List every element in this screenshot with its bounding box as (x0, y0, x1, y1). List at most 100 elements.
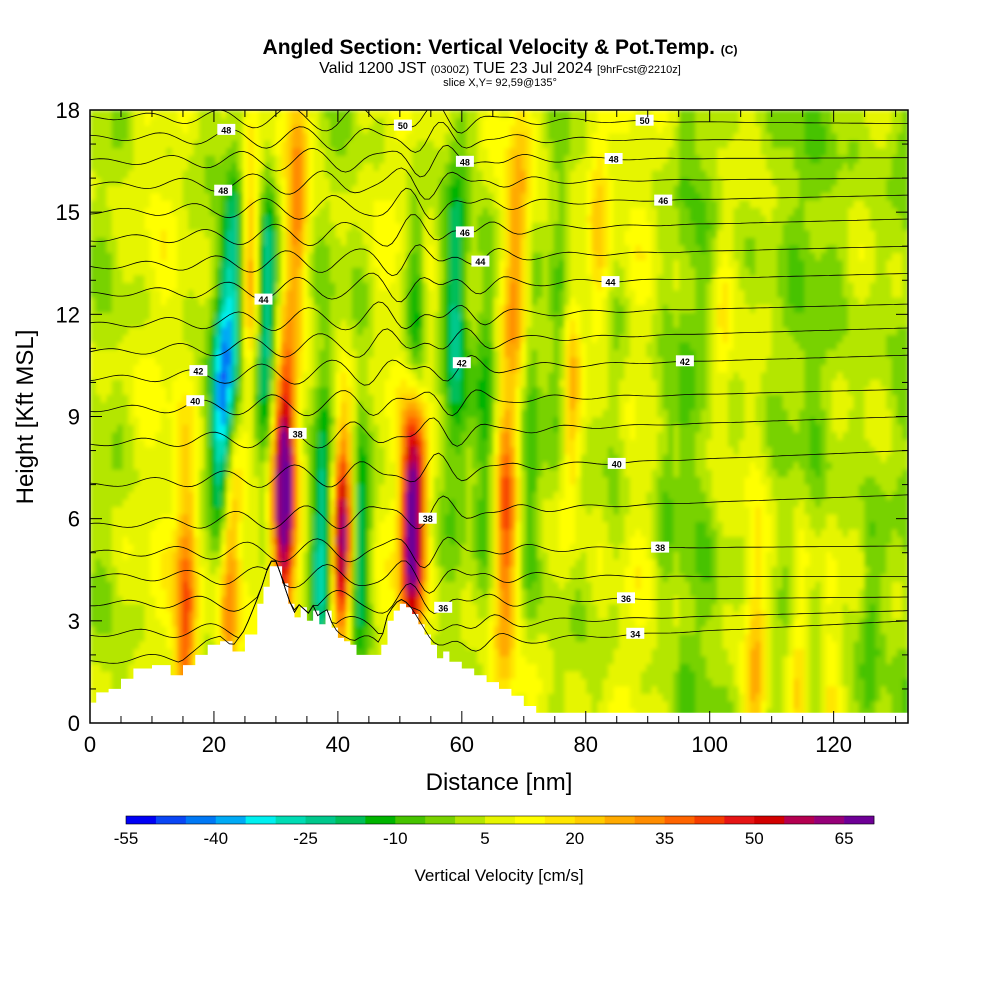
valid-date: TUE 23 Jul 2024 (473, 60, 593, 77)
isentrope-label: 40 (190, 397, 200, 407)
colorbar-swatch (455, 816, 486, 824)
isentrope-label: 44 (605, 278, 615, 288)
colorbar-tick-label: -55 (114, 829, 139, 848)
isentrope-label-box (626, 627, 645, 639)
colorbar-tick-label: 50 (745, 829, 764, 848)
colorbar-border (125, 815, 875, 825)
isentrope-label-box (288, 427, 307, 439)
colorbar-swatch (814, 816, 845, 824)
terrain (90, 566, 908, 723)
isentrope-47 (90, 244, 908, 277)
isentrope-label-box (452, 357, 471, 369)
isentrope-label-box (455, 155, 474, 167)
chart-title: Angled Section: Vertical Velocity & Pot.… (0, 36, 1000, 60)
isentrope-46 (90, 272, 908, 303)
x-tick-label: 0 (84, 732, 96, 757)
x-axis-label: Distance [nm] (426, 769, 573, 796)
isentrope-label-box (651, 541, 670, 553)
colorbar-swatch (155, 816, 187, 824)
isentrope-39 (90, 494, 908, 530)
isentrope-label-box (455, 226, 474, 238)
isentrope-label: 50 (640, 116, 650, 126)
isentrope-label: 50 (398, 121, 408, 131)
colorbar-tick-label: -10 (383, 829, 408, 848)
valid-zulu: (0300Z) (430, 64, 470, 76)
isentrope-37 (90, 560, 908, 594)
colorbar: -55 -40 -25 -10 5 20 35 50 65 (114, 815, 875, 848)
y-tick-label: 18 (56, 98, 80, 123)
colorbar-swatch (425, 816, 456, 824)
isentrope-40 (90, 450, 908, 488)
isentrope-label: 40 (612, 459, 622, 469)
isentrope-label: 48 (218, 186, 228, 196)
colorbar-tick-label: 20 (565, 829, 584, 848)
isentrope-label-box (604, 153, 623, 164)
isentrope-36 (90, 560, 908, 614)
isentrope-label: 42 (457, 359, 467, 369)
forecast-info: [9hrFcst@2210z] (596, 64, 681, 76)
colorbar-swatch (664, 816, 695, 824)
colorbar-label: Vertical Velocity [cm/s] (414, 866, 583, 885)
x-tick-label: 100 (691, 732, 728, 757)
y-tick-label: 9 (68, 405, 80, 430)
colorbar-swatch (754, 816, 785, 824)
isentrope-38 (90, 536, 908, 569)
chart-title-unit: (C) (720, 43, 738, 57)
colorbar-tick-label: -25 (293, 829, 318, 848)
isentrope-label: 46 (658, 196, 668, 206)
isentrope-label-box (471, 255, 490, 267)
isentrope-label-box (635, 114, 654, 126)
isentrope-label-box (654, 194, 673, 206)
colorbar-swatch (245, 816, 276, 824)
colorbar-tick-label: 35 (655, 829, 674, 848)
terrain-mask (90, 566, 908, 723)
colorbar-swatch (305, 816, 336, 824)
isentrope-label: 44 (258, 295, 268, 305)
x-axis: 0 20 40 60 80 100 120 (84, 110, 897, 757)
isentrope-label-box (434, 601, 453, 613)
chart-subtitle: Valid 1200 JST (0300Z) TUE 23 Jul 2024 [… (0, 60, 1000, 78)
isentrope-label: 36 (438, 603, 448, 613)
x-tick-label: 20 (202, 732, 226, 757)
isentrope-label-box (217, 123, 236, 135)
isentrope-35 (90, 560, 908, 639)
y-tick-label: 15 (56, 200, 80, 225)
colorbar-swatch (844, 816, 875, 824)
colorbar-swatch (395, 816, 426, 824)
potential-temperature-contours: 34 36 36 38 38 40 38 40 42 42 42 44 44 44 46 46 48 48 48 48… (90, 110, 908, 664)
slice-info: slice X,Y= 92,59@135° (443, 77, 557, 89)
isentrope-label-box (393, 119, 412, 131)
isentrope-label-box (186, 395, 205, 407)
isentrope-34 (90, 560, 908, 664)
isentrope-label-box (189, 365, 208, 377)
isentrope-label-box (617, 592, 635, 604)
isentrope-44 (90, 327, 908, 358)
y-axis-label: Height [Kft MSL] (12, 330, 39, 505)
isentrope-label: 38 (293, 429, 303, 439)
colorbar-tick-label: 65 (835, 829, 854, 848)
isentrope-label: 48 (221, 125, 231, 135)
isentrope-label: 48 (609, 155, 619, 165)
colorbar-swatch (514, 816, 546, 824)
colorbar-swatch (634, 816, 665, 824)
colorbar-swatch (784, 816, 815, 824)
isentrope-label-box (254, 293, 273, 305)
colorbar-swatch (185, 816, 217, 824)
y-tick-label: 12 (56, 302, 80, 327)
isentrope-label: 38 (423, 514, 433, 524)
isentrope-label: 44 (475, 257, 485, 267)
isentrope-43 (90, 354, 908, 386)
x-tick-label: 60 (450, 732, 474, 757)
colorbar-swatch (335, 816, 366, 824)
colorbar-swatch (694, 816, 725, 824)
isentrope-label: 36 (621, 594, 631, 604)
colorbar-swatch (604, 816, 635, 824)
y-axis: 0 36 9 12 15 18 (56, 98, 908, 736)
chart-title-text: Angled Section: Vertical Velocity & Pot.… (262, 36, 715, 59)
x-tick-label: 40 (326, 732, 350, 757)
isentrope-49 (90, 187, 908, 220)
isentrope-42 (90, 388, 908, 417)
y-tick-label: 0 (68, 711, 80, 736)
colorbar-tick-label: 5 (480, 829, 489, 848)
